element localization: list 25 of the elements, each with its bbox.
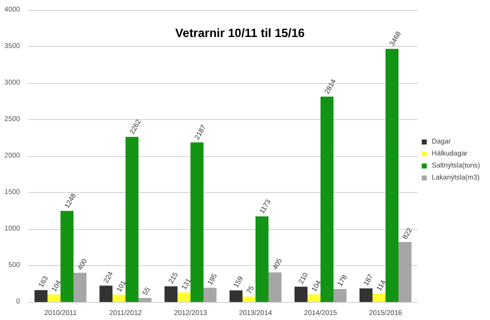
bar xyxy=(48,294,60,302)
bar xyxy=(112,294,126,302)
bar xyxy=(242,296,256,302)
bar xyxy=(164,286,178,302)
bar xyxy=(360,288,372,302)
bar xyxy=(294,286,308,302)
bar xyxy=(126,136,138,302)
bar xyxy=(138,298,152,302)
bar xyxy=(320,96,334,302)
bar xyxy=(372,294,386,302)
bar xyxy=(178,292,190,302)
bar xyxy=(268,272,282,302)
bar xyxy=(60,210,74,302)
bar xyxy=(308,294,320,302)
bar xyxy=(34,290,48,302)
bar xyxy=(256,216,268,302)
bar xyxy=(230,290,242,302)
bar xyxy=(386,48,398,302)
bar xyxy=(74,272,86,302)
bar xyxy=(334,289,346,302)
bar xyxy=(190,142,204,302)
text: Vetrarnir 10/11 til 15/16 xyxy=(175,26,306,40)
bar xyxy=(204,288,216,302)
bar xyxy=(100,286,112,302)
bar xyxy=(398,242,412,302)
